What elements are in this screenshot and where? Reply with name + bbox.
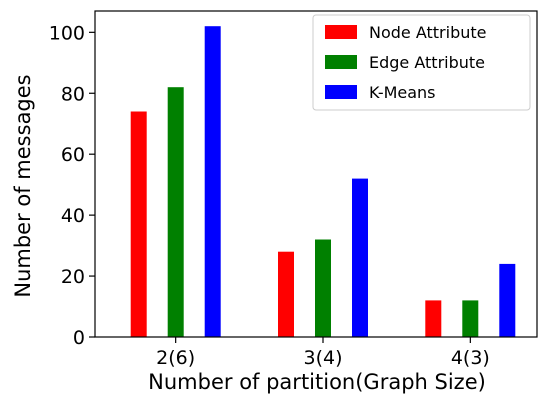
x-tick-label: 3(4): [303, 347, 342, 369]
legend-swatch: [325, 85, 357, 99]
y-tick-label: 20: [61, 266, 85, 288]
bar-edge-attribute-2: [462, 300, 479, 337]
bar-k-means-2: [499, 263, 516, 337]
y-tick-label: 0: [73, 327, 85, 349]
legend-label: Edge Attribute: [369, 53, 485, 72]
legend-box: [312, 14, 531, 111]
bar-edge-attribute-1: [315, 239, 331, 337]
plot-frame: [94, 10, 538, 338]
bars-layer: [130, 26, 516, 337]
bar-node-attribute-0: [130, 111, 147, 337]
y-tick-label: 40: [61, 205, 85, 227]
legend-swatch: [325, 25, 357, 39]
y-tick-label: 80: [61, 83, 85, 105]
legend-label: K-Means: [369, 83, 436, 102]
bar-node-attribute-2: [425, 300, 442, 337]
legend: Node Attribute Edge Attribute K-Means: [312, 14, 531, 111]
ticks-layer: 0 20 40 60 80 100 2(6) 3(4) 4(3): [49, 22, 490, 369]
axes-layer: [94, 10, 538, 338]
x-tick-label: 2(6): [156, 347, 195, 369]
legend-swatch: [325, 55, 357, 69]
legend-label: Node Attribute: [369, 23, 487, 42]
y-tick-label: 100: [49, 22, 85, 44]
bar-node-attribute-1: [278, 251, 294, 337]
y-axis-title: Number of messages: [11, 74, 35, 297]
y-tick-label: 60: [61, 144, 85, 166]
x-axis-title: Number of partition(Graph Size): [148, 370, 486, 394]
bar-edge-attribute-0: [167, 87, 184, 337]
bar-k-means-0: [204, 26, 221, 337]
bar-k-means-1: [352, 178, 368, 337]
x-tick-label: 4(3): [451, 347, 490, 369]
